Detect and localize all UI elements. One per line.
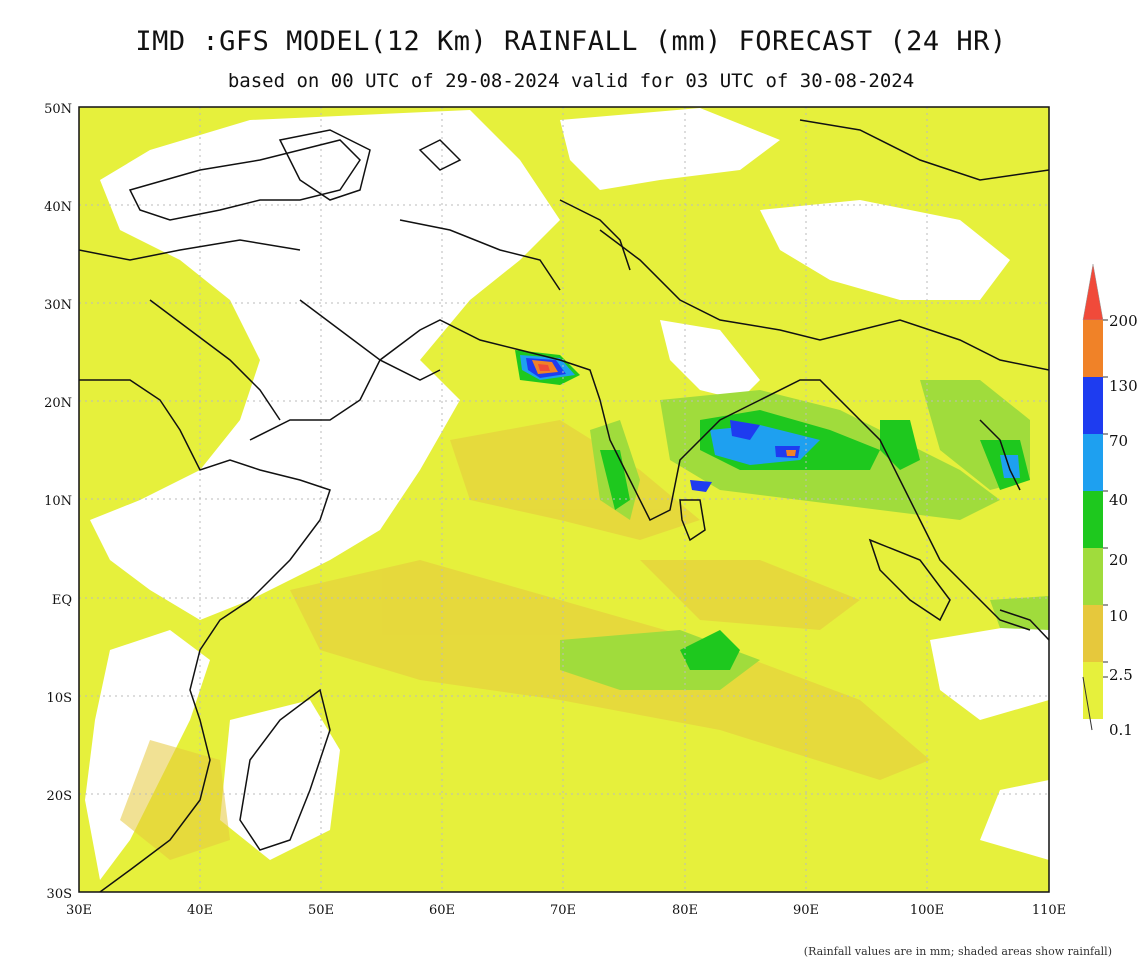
lon-tick: 90E (793, 903, 819, 918)
lat-tick-labels: 50N 40N 30N 20N 10N EQ 10S 20S 30S (44, 102, 72, 902)
legend-label: 2.5 (1109, 666, 1133, 684)
map-frame (78, 106, 1050, 893)
legend-arrow-bottom (1082, 676, 1093, 731)
legend-swatch (1083, 320, 1103, 377)
lon-tick: 70E (550, 903, 576, 918)
legend-swatch (1083, 491, 1103, 548)
legend-label: 70 (1109, 432, 1128, 450)
lat-tick: 20N (44, 396, 72, 411)
coastlines (79, 119, 1049, 892)
lat-tick: 10N (44, 494, 72, 509)
legend-label-min: 0.1 (1109, 721, 1133, 739)
lat-tick: 20S (47, 789, 72, 804)
lat-tick: 40N (44, 200, 72, 215)
lon-tick-labels: 30E 40E 50E 60E 70E 80E 90E 100E 110E (66, 903, 1066, 918)
legend-label: 130 (1109, 377, 1138, 395)
lat-tick: 50N (44, 102, 72, 117)
legend-arrow-top (1082, 263, 1104, 321)
legend-label: 20 (1109, 551, 1128, 569)
map-frame-content (79, 107, 1049, 892)
legend-swatch (1083, 434, 1103, 491)
lon-tick: 50E (308, 903, 334, 918)
legend-swatch (1083, 377, 1103, 434)
lat-tick: 30S (47, 887, 72, 902)
map-subtitle: based on 00 UTC of 29-08-2024 valid for … (227, 70, 915, 92)
lon-tick: 30E (66, 903, 92, 918)
legend-label: 40 (1109, 491, 1128, 509)
lat-tick: 30N (44, 298, 72, 313)
lon-tick: 110E (1032, 903, 1066, 918)
lat-tick: 10S (47, 691, 72, 706)
legend-swatch (1083, 548, 1103, 605)
legend-swatch (1083, 605, 1103, 662)
rainfall-band-130 (532, 360, 796, 456)
lon-tick: 100E (910, 903, 944, 918)
legend-swatch (1083, 662, 1103, 719)
lon-tick: 80E (672, 903, 698, 918)
lon-tick: 60E (429, 903, 455, 918)
footnote: (Rainfall values are in mm; shaded areas… (803, 945, 1112, 958)
legend-label: 10 (1109, 607, 1128, 625)
lon-tick: 40E (187, 903, 213, 918)
legend-colorbar: 200 130 70 40 20 10 2.5 0.1 (1082, 263, 1138, 739)
legend-labels: 200 130 70 40 20 10 2.5 0.1 (1109, 312, 1138, 739)
map-title: IMD :GFS MODEL(12 Km) RAINFALL (mm) FORE… (135, 26, 1007, 57)
map-gridlines (79, 107, 1049, 892)
legend-label: 200 (1109, 312, 1138, 330)
lat-tick: EQ (52, 593, 72, 608)
